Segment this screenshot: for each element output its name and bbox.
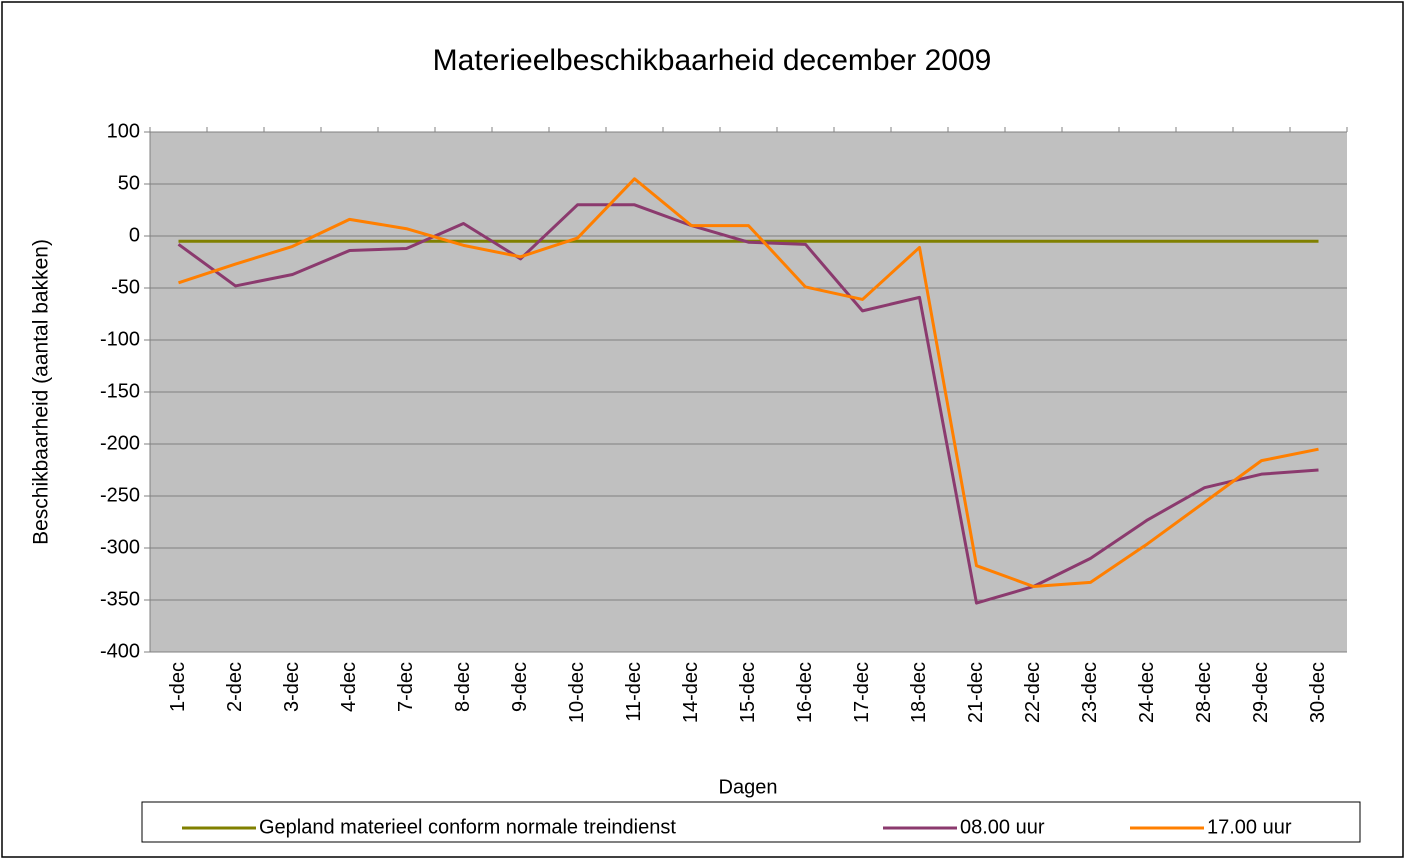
x-tick-label: 3-dec — [281, 662, 303, 712]
y-tick-label: -400 — [100, 640, 140, 662]
legend-label: 08.00 uur — [960, 816, 1045, 838]
x-tick-label: 8-dec — [452, 662, 474, 712]
x-tick-label: 7-dec — [395, 662, 417, 712]
x-tick-label: 16-dec — [794, 662, 816, 723]
x-tick-label: 22-dec — [1022, 662, 1044, 723]
y-tick-label: -150 — [100, 380, 140, 402]
x-tick-label: 30-dec — [1307, 662, 1329, 723]
series-line — [178, 177, 1319, 588]
x-tick-label: 2-dec — [224, 662, 246, 712]
x-tick-label: 17-dec — [851, 662, 873, 723]
x-tick-label: 14-dec — [680, 662, 702, 723]
y-tick-label: -200 — [100, 432, 140, 454]
chart-title: Materieelbeschikbaarheid december 2009 — [433, 44, 992, 77]
x-tick-label: 4-dec — [338, 662, 360, 712]
series-line — [177, 203, 1319, 605]
x-tick-label: 1-dec — [167, 662, 189, 712]
y-tick-label: 50 — [118, 172, 140, 194]
y-tick-label: -50 — [111, 276, 140, 298]
x-tick-label: 21-dec — [965, 662, 987, 723]
x-tick-label: 29-dec — [1250, 662, 1272, 723]
legend-label: Gepland materieel conform normale treind… — [259, 816, 676, 838]
y-tick-label: -250 — [100, 484, 140, 506]
y-axis-title: Beschikbaarheid (aantal bakken) — [30, 239, 53, 545]
y-tick-label: -100 — [100, 328, 140, 350]
x-tick-label: 24-dec — [1136, 662, 1158, 723]
y-tick-label: -300 — [100, 536, 140, 558]
x-tick-label: 9-dec — [509, 662, 531, 712]
x-axis-title: Dagen — [719, 776, 778, 798]
legend-label: 17.00 uur — [1207, 816, 1292, 838]
x-tick-label: 28-dec — [1193, 662, 1215, 723]
x-tick-label: 18-dec — [908, 662, 930, 723]
x-tick-label: 11-dec — [623, 662, 645, 722]
y-tick-label: -350 — [100, 588, 140, 610]
y-tick-label: 100 — [107, 120, 140, 142]
x-tick-label: 10-dec — [566, 662, 588, 723]
x-tick-label: 15-dec — [737, 662, 759, 723]
y-tick-label: 0 — [129, 224, 140, 246]
x-tick-label: 23-dec — [1079, 662, 1101, 723]
legend-box — [141, 801, 1361, 843]
